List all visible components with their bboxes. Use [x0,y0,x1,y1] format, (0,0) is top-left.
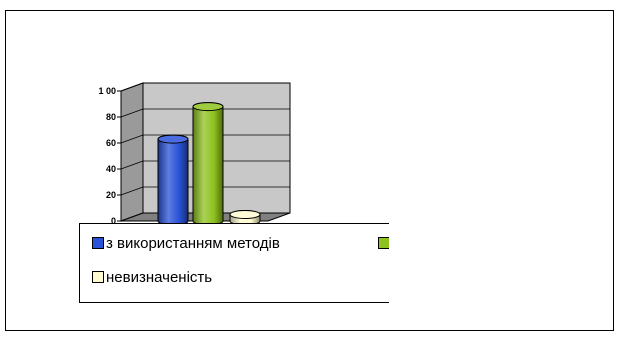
y-tick-label: 80 [106,112,116,122]
bar-cylinder-1 [192,102,224,226]
chart-frame: 0 20 40 60 80 1 00 з використанням методів не… [5,10,614,331]
legend-swatch-blue [92,237,104,249]
side-wall [120,82,144,222]
legend-item-green [378,233,389,253]
gridline-side [120,134,144,144]
legend-item-uncertainty: невизначеність [92,267,212,287]
gridline-side [120,82,144,92]
y-tick-label: 1 00 [98,86,116,96]
y-tick-label: 0 [111,216,116,226]
chart-legend: з використанням методів невизначеність [79,223,389,303]
y-tick-label: 20 [106,190,116,200]
legend-swatch-yellow [92,271,104,283]
bar-cylinder-0 [157,134,189,226]
y-tick-label: 40 [106,164,116,174]
legend-label-uncertainty: невизначеність [106,268,213,286]
chart-plot: 0 20 40 60 80 1 00 [98,82,291,226]
legend-item-with-methods: з використанням методів [92,233,280,253]
legend-label-with-methods: з використанням методів [106,234,280,252]
bar-top-1 [192,102,224,112]
y-tick-label: 60 [106,138,116,148]
bar-top-2 [229,210,261,219]
legend-swatch-green [378,237,389,249]
bar-top-0 [157,134,189,144]
gridline-side [120,108,144,118]
gridline-side [120,186,144,196]
gridline-side [120,160,144,170]
